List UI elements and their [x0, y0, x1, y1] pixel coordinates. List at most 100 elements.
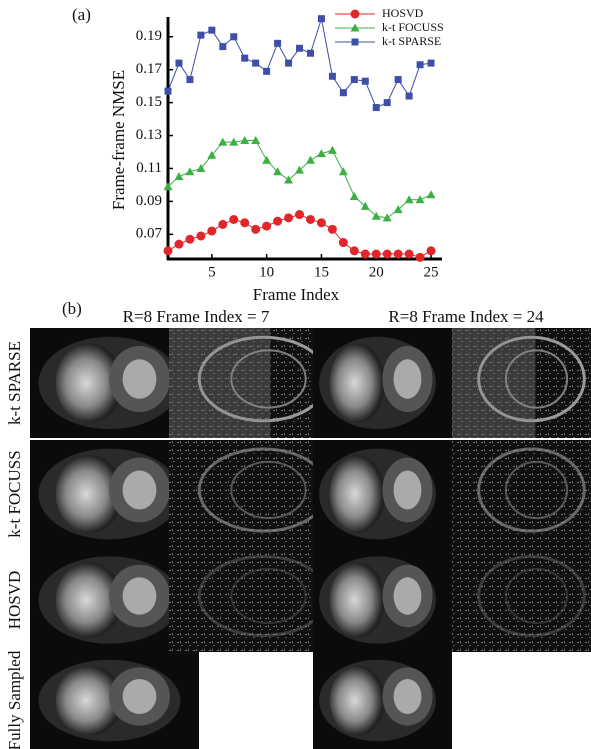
image-bg	[169, 548, 338, 652]
mri-image	[313, 440, 452, 548]
marker	[174, 239, 184, 249]
mri-image	[313, 328, 452, 438]
marker	[415, 195, 425, 204]
marker	[296, 44, 304, 52]
column-title: R=8 Frame Index = 7	[123, 307, 270, 326]
marker	[164, 87, 172, 95]
marker	[361, 77, 369, 85]
marker	[273, 216, 283, 226]
x-tick-label: 5	[208, 264, 216, 280]
marker	[316, 149, 326, 158]
marker	[327, 224, 337, 234]
marker	[393, 249, 403, 259]
cavity	[393, 577, 422, 615]
error-ring	[504, 460, 569, 520]
x-tick-label: 15	[314, 264, 329, 280]
marker	[382, 249, 392, 259]
row-label: k-t SPARSE	[5, 341, 24, 425]
marker	[185, 234, 195, 244]
marker	[285, 59, 293, 67]
cavity	[393, 470, 422, 510]
marker	[229, 137, 239, 146]
marker	[174, 172, 184, 181]
marker	[360, 201, 370, 210]
marker	[338, 167, 348, 176]
error-ring	[504, 349, 569, 409]
mri-image	[452, 328, 591, 438]
marker	[208, 26, 216, 34]
y-tick-label: 0.19	[136, 28, 162, 44]
marker	[327, 145, 337, 154]
error-ring	[230, 349, 307, 409]
marker	[349, 191, 359, 200]
marker	[404, 249, 414, 259]
y-tick-label: 0.17	[136, 61, 163, 77]
marker	[219, 43, 227, 51]
marker	[404, 195, 414, 204]
mri-image	[452, 440, 591, 548]
x-tick-label: 20	[369, 264, 384, 280]
marker	[338, 238, 348, 248]
marker	[371, 249, 381, 259]
marker	[295, 165, 305, 174]
legend-marker	[350, 23, 360, 32]
mri-image	[313, 548, 452, 652]
marker	[349, 246, 359, 256]
x-tick-label: 25	[424, 264, 439, 280]
marker	[383, 99, 391, 107]
ventricle	[329, 562, 386, 638]
marker	[317, 15, 325, 23]
error-fill	[169, 328, 271, 438]
marker	[207, 226, 217, 236]
mri-image	[30, 652, 199, 749]
error-ring	[230, 567, 307, 625]
marker	[295, 210, 305, 220]
row-label: HOSVD	[5, 571, 24, 630]
series-line	[167, 214, 432, 258]
marker	[229, 214, 239, 224]
panel-a-label: (a)	[72, 5, 91, 24]
error-ring	[230, 460, 307, 520]
marker	[393, 205, 403, 214]
cavity	[122, 470, 157, 510]
marker	[328, 72, 336, 80]
marker	[394, 76, 402, 84]
marker	[350, 76, 358, 84]
error-fill	[452, 328, 536, 438]
marker	[284, 175, 294, 184]
mri-image	[169, 328, 338, 438]
marker	[197, 31, 205, 39]
ventricle	[329, 665, 386, 736]
cavity	[393, 679, 422, 714]
y-tick-label: 0.09	[136, 193, 162, 209]
marker	[372, 104, 380, 112]
marker	[240, 135, 250, 144]
marker	[306, 49, 314, 57]
marker	[185, 167, 195, 176]
y-tick-label: 0.07	[136, 226, 163, 242]
y-axis-title: Frame-frame NMSE	[109, 70, 128, 210]
marker	[218, 137, 228, 146]
x-tick-label: 10	[259, 264, 274, 280]
marker	[316, 218, 326, 228]
mri-image	[169, 548, 338, 652]
marker	[305, 214, 315, 224]
marker	[339, 89, 347, 97]
ventricle	[329, 455, 386, 533]
image-bg	[452, 548, 591, 652]
marker	[274, 39, 282, 47]
legend-marker	[350, 9, 360, 19]
marker	[230, 33, 238, 41]
ventricle	[55, 562, 124, 638]
marker	[196, 163, 206, 172]
y-tick-label: 0.11	[136, 160, 162, 176]
ventricle	[329, 343, 386, 423]
cavity	[122, 679, 157, 714]
marker	[251, 135, 261, 144]
error-ring	[504, 567, 569, 625]
cavity	[122, 577, 157, 615]
x-axis-title: Frame Index	[253, 285, 340, 304]
marker	[163, 182, 173, 191]
marker	[175, 59, 183, 67]
